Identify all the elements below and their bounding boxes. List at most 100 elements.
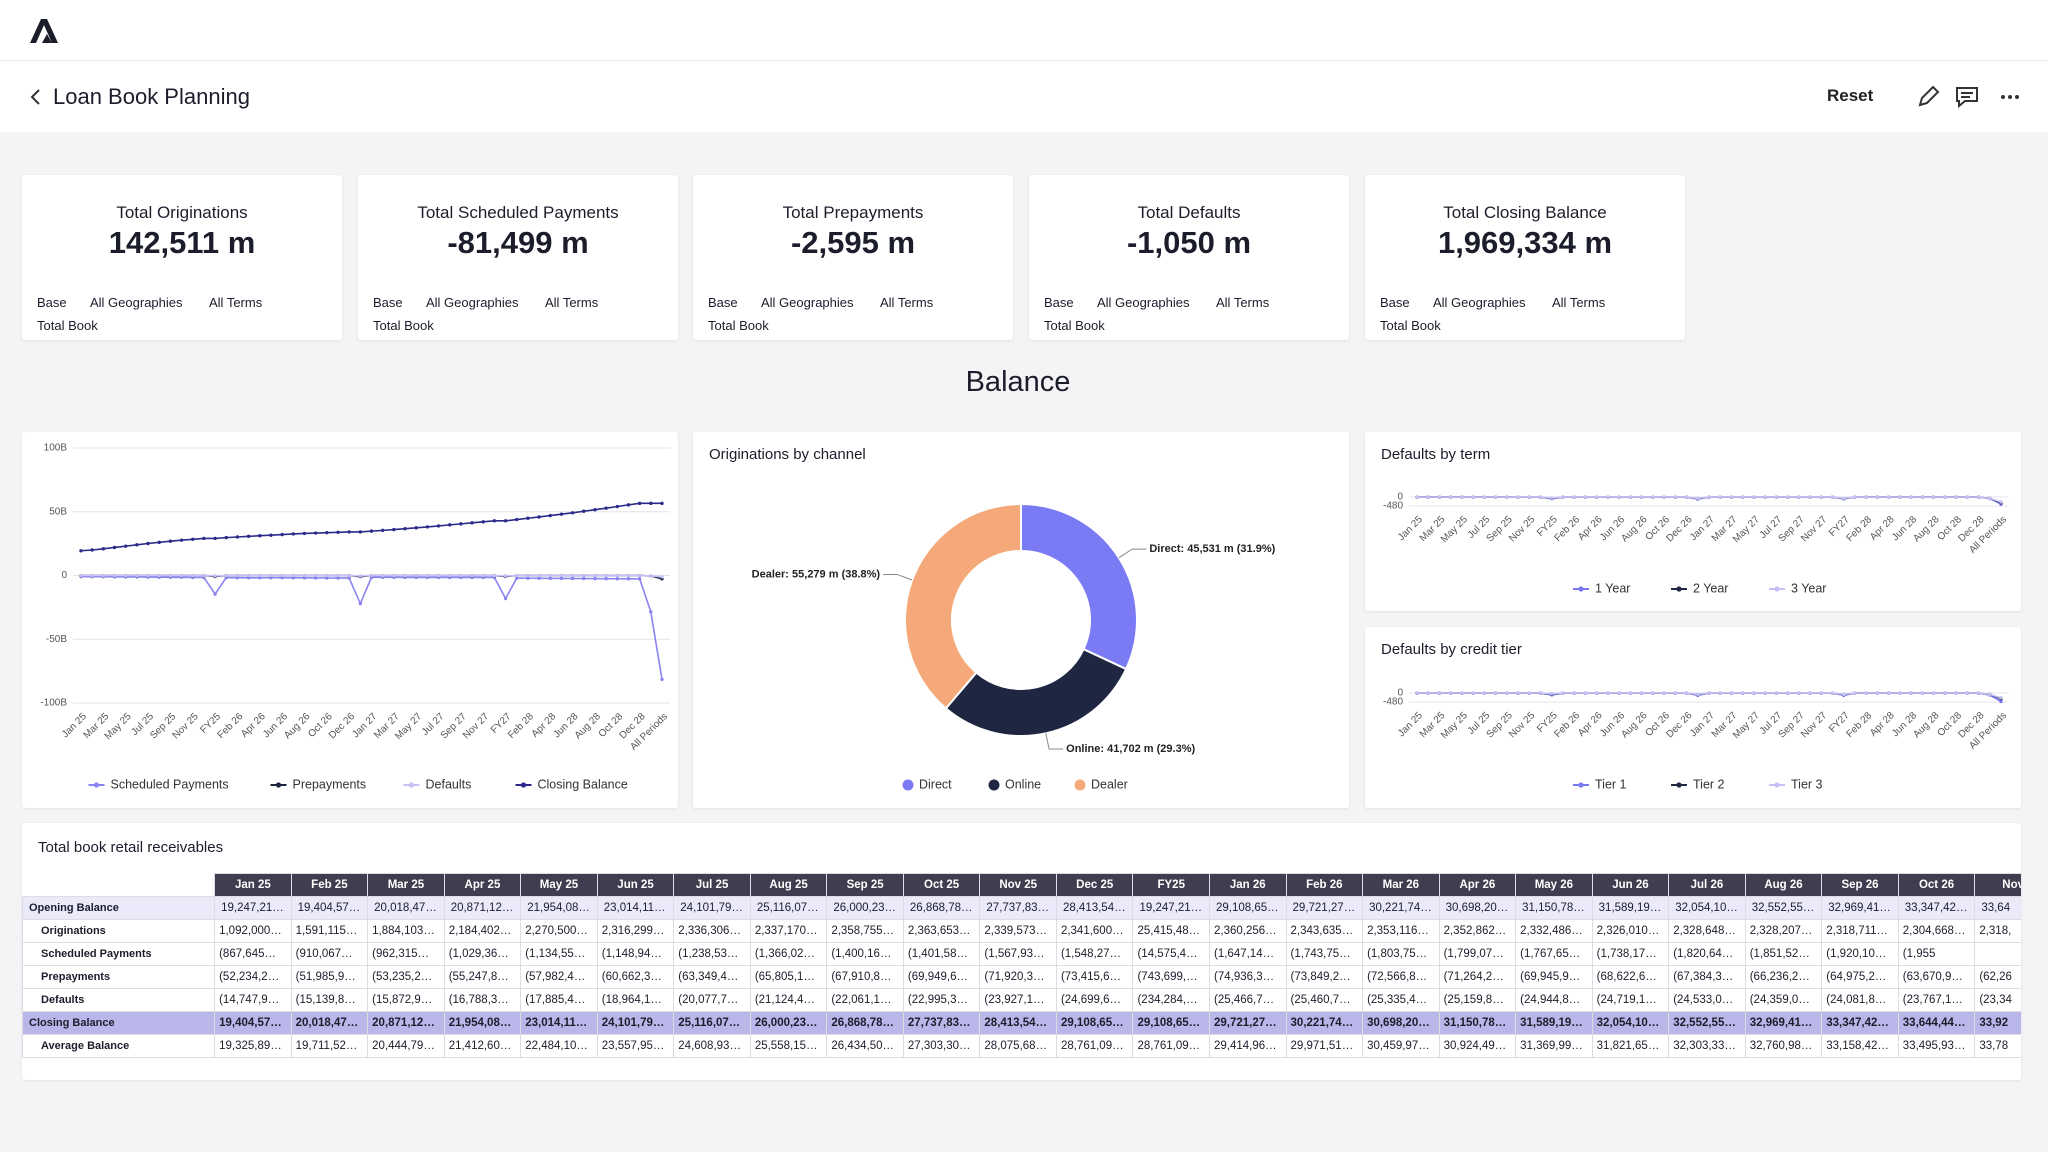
kpi-value: -2,595 m: [790, 225, 916, 260]
kpi-value: -1,050 m: [1126, 225, 1252, 260]
column-header: FY25: [1132, 873, 1210, 897]
table-cell: (1,647,14…: [1209, 942, 1287, 966]
table-cell: 23,014,11…: [596, 896, 675, 920]
table-cell: 29,721,27…: [1209, 1011, 1287, 1035]
edit-icon[interactable]: [1918, 85, 1940, 107]
kpi-title: Total Originations: [116, 203, 248, 222]
table-cell: 30,698,20…: [1438, 896, 1517, 920]
table-cell: (74,936,3…: [1209, 965, 1287, 989]
table-cell: (60,662,3…: [596, 965, 675, 989]
table-cell: (24,944,8…: [1515, 988, 1593, 1012]
table-cell: 19,325,89…: [214, 1034, 292, 1058]
table-cell: (21,124,4…: [749, 988, 828, 1012]
table-cell: 2,341,600…: [1055, 919, 1134, 943]
table-cell: 24,101,79…: [596, 1011, 675, 1035]
table-row: Opening Balance 19,247,21… 19,404,57… 20,01…: [22, 896, 2021, 920]
table-cell: 30,221,74…: [1362, 896, 1440, 920]
table-cell: 24,608,93…: [673, 1034, 751, 1058]
table-cell: 20,018,47…: [290, 1011, 369, 1035]
column-header: Apr 26: [1438, 873, 1517, 897]
table-cell: 23,014,11…: [520, 1011, 598, 1035]
table-cell: (63,670,9…: [1897, 965, 1976, 989]
table-cell: (51,985,9…: [290, 965, 369, 989]
table-cell: 33,64: [1974, 896, 2021, 920]
section-title: Balance: [965, 366, 1071, 398]
table-cell: (1,148,94…: [596, 942, 675, 966]
table-cell: (25,466,7…: [1209, 988, 1287, 1012]
table-cell: 2,339,573…: [979, 919, 1057, 943]
column-header: Dec 25: [1055, 873, 1134, 897]
table-cell: (24,719,1…: [1591, 988, 1670, 1012]
table-cell: (67,910,8…: [826, 965, 904, 989]
table-panel: Total book retail receivables Jan 25 Feb …: [22, 823, 2021, 1080]
table-cell: 29,721,27…: [1285, 896, 1364, 920]
table-cell: 28,413,54…: [979, 1011, 1057, 1035]
table-cell: 32,552,55…: [1744, 896, 1823, 920]
kpi-filter: All Geographies: [1097, 295, 1190, 310]
table-cell: (69,949,6…: [902, 965, 981, 989]
column-header: Jun 25: [596, 873, 675, 897]
table-cell: (1,400,16…: [826, 942, 904, 966]
table-cell: 33,158,42…: [1821, 1034, 1899, 1058]
table-cell: (73,849,2…: [1285, 965, 1364, 989]
kpi-card: Total Prepayments -2,595 m Base All Geograp…: [693, 175, 1013, 340]
table-cell: 2,318,711…: [1821, 919, 1899, 943]
kpi-title: Total Closing Balance: [1443, 203, 1607, 222]
reset-button[interactable]: Reset: [1827, 86, 1874, 105]
table-cell: 32,760,98…: [1744, 1034, 1823, 1058]
table-cell: 32,552,55…: [1668, 1011, 1746, 1035]
table-cell: 26,000,23…: [749, 1011, 828, 1035]
comment-icon[interactable]: [1956, 87, 1978, 109]
table-cell: (65,805,1…: [749, 965, 828, 989]
table-cell: 2,318,: [1974, 919, 2021, 943]
table-cell: 28,413,54…: [1055, 896, 1134, 920]
table-cell: 32,969,41…: [1821, 896, 1899, 920]
table-cell: 32,054,10…: [1591, 1011, 1670, 1035]
line-chart-panel: [22, 432, 678, 808]
table-cell: 28,761,09…: [1055, 1034, 1134, 1058]
column-header: Jan 25: [214, 873, 292, 897]
table-cell: 33,347,42…: [1897, 896, 1976, 920]
table-cell: 2,358,755…: [826, 919, 904, 943]
column-header: Feb 26: [1285, 873, 1364, 897]
table-cell: 25,116,07…: [673, 1011, 751, 1035]
table-cell: (73,415,6…: [1055, 965, 1134, 989]
table-cell: 31,150,78…: [1515, 896, 1593, 920]
table-cell: 27,737,83…: [979, 896, 1057, 920]
table-cell: 31,589,19…: [1515, 1011, 1593, 1035]
table-cell: 33,347,42…: [1821, 1011, 1899, 1035]
table-cell: (1,548,27…: [1055, 942, 1134, 966]
table-title: Total book retail receivables: [38, 839, 224, 856]
table-cell: (24,699,6…: [1055, 988, 1134, 1012]
table-cell: 19,247,21…: [214, 896, 292, 920]
more-icon[interactable]: [2001, 95, 2019, 99]
table-cell: (1,238,53…: [673, 942, 751, 966]
table-cell: 2,332,486…: [1515, 919, 1593, 943]
table-cell: (62,26: [1974, 965, 2021, 989]
top-bar: [0, 0, 2048, 61]
table-cell: 23,557,95…: [596, 1034, 675, 1058]
table-cell: 2,328,648…: [1668, 919, 1746, 943]
table-cell: (1,799,07…: [1438, 942, 1517, 966]
table-cell: (1,567,93…: [979, 942, 1057, 966]
table-cell: (63,349,4…: [673, 965, 751, 989]
table-cell: 30,924,49…: [1438, 1034, 1517, 1058]
column-header: Jun 26: [1591, 873, 1670, 897]
table-cell: (14,747,9…: [214, 988, 292, 1012]
table-cell: 29,108,65…: [1055, 1011, 1134, 1035]
table-cell: 2,343,635…: [1285, 919, 1364, 943]
table-cell: (68,622,6…: [1591, 965, 1670, 989]
table-cell: (1,820,64…: [1668, 942, 1746, 966]
table-cell: 26,000,23…: [826, 896, 904, 920]
table-cell: 26,868,78…: [826, 1011, 904, 1035]
kpi-filter: All Geographies: [1433, 295, 1526, 310]
table-cell: 27,303,30…: [902, 1034, 981, 1058]
data-table: Jan 25 Feb 25 Mar 25 Apr 25 May 25 Jun 25 Jul …: [22, 873, 2021, 1058]
term-chart-panel: [1365, 432, 2021, 611]
table-cell: (23,34: [1974, 988, 2021, 1012]
table-cell: 29,108,65…: [1209, 896, 1287, 920]
table-cell: 2,360,256…: [1209, 919, 1287, 943]
table-cell: (24,081,8…: [1821, 988, 1899, 1012]
kpi-value: 1,969,334 m: [1437, 225, 1613, 260]
back-button[interactable]: [28, 87, 44, 107]
